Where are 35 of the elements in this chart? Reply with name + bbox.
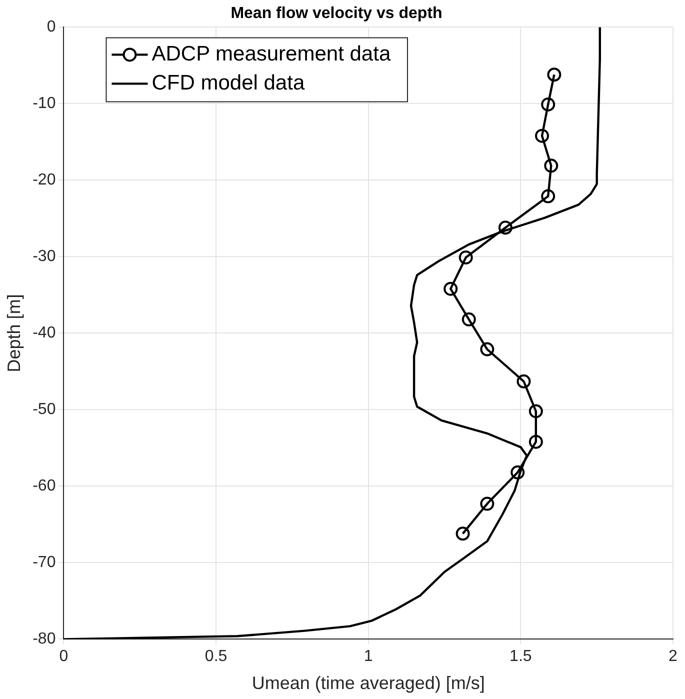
y-tick-label: -40	[32, 324, 56, 342]
x-tick-label: 1.5	[510, 648, 532, 666]
point	[510, 465, 525, 480]
point	[458, 250, 473, 264]
y-tick-label: -30	[32, 248, 56, 266]
point	[498, 220, 512, 235]
y-tick-label: -60	[32, 478, 56, 495]
point	[444, 282, 458, 296]
point	[528, 404, 543, 418]
point	[456, 526, 470, 541]
y-tick-label: -70	[32, 554, 56, 572]
y-tick-label: -50	[32, 401, 56, 418]
point	[528, 434, 543, 449]
x-tick-label: 0	[59, 648, 68, 666]
y-axis-title: Depth [m]	[4, 294, 24, 372]
point	[480, 496, 494, 511]
point	[462, 312, 476, 326]
y-tick-label: -80	[32, 630, 56, 648]
point	[541, 97, 556, 112]
legend-label: CFD model data	[152, 71, 305, 94]
y-tick-label: -10	[32, 95, 56, 112]
point	[480, 342, 494, 356]
point	[541, 189, 556, 204]
x-tick-label: 0.5	[204, 648, 228, 666]
x-tick-label: 1	[364, 648, 373, 666]
point	[544, 158, 558, 173]
point	[535, 128, 550, 143]
x-axis-title: Umean (time averaged) [m/s]	[252, 673, 485, 694]
chart-title: Mean flow velocity vs depth	[230, 5, 442, 22]
y-tick-label: 0	[46, 18, 56, 36]
point	[547, 68, 562, 82]
legend-label: ADCP measurement data	[152, 42, 391, 66]
point	[516, 374, 531, 388]
x-tick-label: 2	[668, 648, 678, 666]
y-tick-label: -20	[32, 172, 56, 189]
